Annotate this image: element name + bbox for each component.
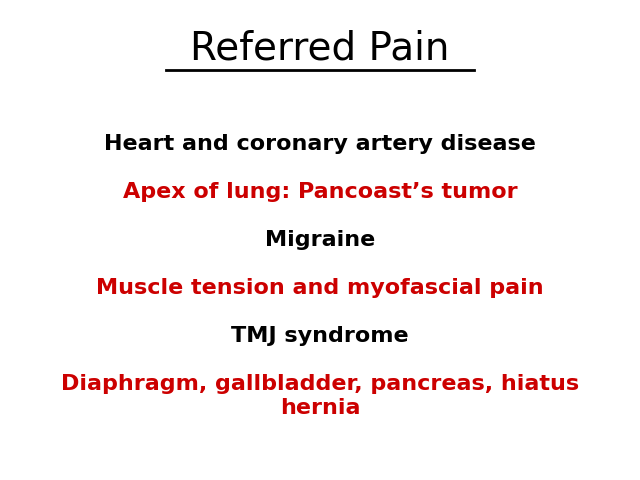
Text: Heart and coronary artery disease: Heart and coronary artery disease	[104, 134, 536, 154]
Text: Apex of lung: Pancoast’s tumor: Apex of lung: Pancoast’s tumor	[123, 182, 517, 202]
Text: Migraine: Migraine	[265, 230, 375, 250]
Text: TMJ syndrome: TMJ syndrome	[231, 326, 409, 346]
Text: Muscle tension and myofascial pain: Muscle tension and myofascial pain	[96, 278, 544, 298]
Text: Diaphragm, gallbladder, pancreas, hiatus
hernia: Diaphragm, gallbladder, pancreas, hiatus…	[61, 374, 579, 418]
Text: Referred Pain: Referred Pain	[190, 29, 450, 67]
